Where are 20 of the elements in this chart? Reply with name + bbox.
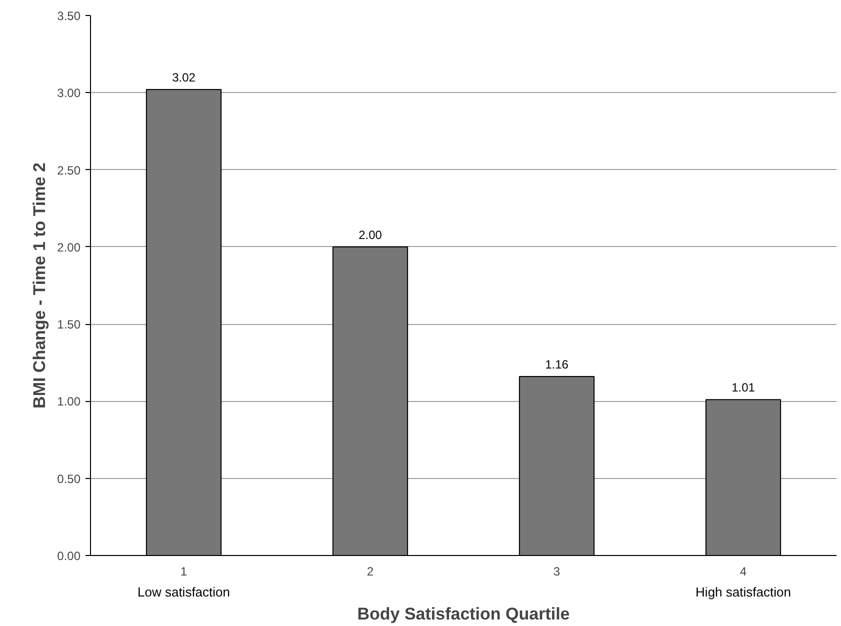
y-tick-label: 1.00 — [57, 394, 81, 409]
x-tick-label: 1 — [180, 564, 188, 578]
y-tick-label: 0.50 — [57, 472, 81, 486]
text: High satisfaction — [696, 584, 791, 600]
data-label: 3.02 — [172, 70, 196, 85]
text: Low satisfaction — [138, 584, 230, 600]
data-label: 1.01 — [732, 380, 756, 395]
x-tick-label: 4 — [740, 564, 747, 578]
data-label: 1.16 — [545, 358, 569, 372]
x-tick-label: 2 — [366, 564, 374, 578]
y-tick-label: 1.50 — [57, 318, 81, 332]
y-tick-label: 0.00 — [57, 549, 81, 563]
x-tick-label: 3 — [553, 564, 560, 578]
data-label: 2.00 — [358, 228, 382, 242]
y-tick-label: 3.00 — [57, 86, 81, 100]
y-tick-label: 2.50 — [57, 163, 81, 178]
x-axis-title: Body Satisfaction Quartile — [357, 604, 570, 624]
y-tick-label: 3.50 — [57, 9, 81, 23]
y-axis-title: BMI Change - Time 1 to Time 2 — [30, 162, 50, 408]
y-tick-label: 2.00 — [57, 240, 81, 254]
